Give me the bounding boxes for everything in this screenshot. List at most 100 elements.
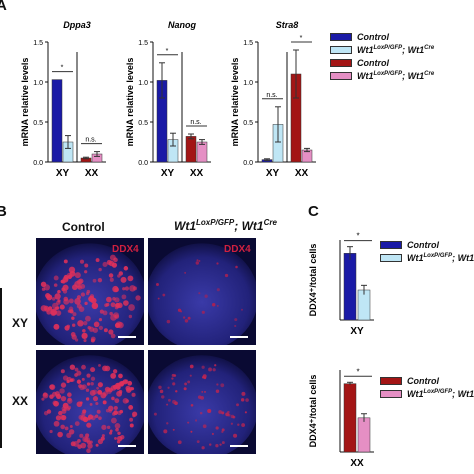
bar-chart-stra8: Stra8 mRNA relative levels 0.0 0.5 1.0 1.5 XY n… — [230, 20, 316, 179]
ddx4-spot — [224, 273, 229, 278]
legend-swatch — [380, 389, 402, 398]
ddx4-spot — [219, 443, 222, 446]
side-bracket — [0, 288, 2, 448]
ddx4-spot — [50, 310, 57, 317]
ddx4-spot — [94, 414, 99, 419]
ddx4-spot — [131, 392, 136, 397]
ddx4-spot — [40, 281, 47, 288]
x-tick-label: XY — [161, 168, 175, 179]
ddx4-spot — [190, 430, 193, 433]
ddx4-spot — [116, 390, 123, 397]
ddx4-spot — [72, 312, 77, 317]
ddx4-spot — [215, 389, 220, 393]
ddx4-spot — [122, 287, 126, 291]
bar-chart-nanog: Nanog mRNA relative levels 0.0 0.5 1.0 1.5 XY *… — [125, 20, 211, 179]
ddx4-spot — [189, 364, 194, 369]
ddx4-spot — [53, 400, 59, 407]
legend-swatch — [330, 45, 352, 54]
ddx4-spot — [159, 389, 164, 394]
y-axis-label: DDX4⁺/total cells — [308, 244, 318, 317]
ddx4-spot — [76, 379, 82, 384]
ddx4-spot — [120, 276, 127, 283]
ddx4-spot — [62, 284, 69, 291]
ddx4-spot — [184, 271, 187, 274]
ddx4-spot — [60, 424, 65, 430]
ddx4-spot — [90, 367, 96, 373]
ddx4-spot — [234, 324, 237, 328]
ddx4-spot — [109, 277, 114, 282]
ddx4-spot — [85, 433, 90, 438]
x-tick-label: XY — [56, 168, 70, 179]
legend-label: Control — [357, 31, 389, 42]
ddx4-spot — [102, 400, 107, 405]
bar — [196, 141, 208, 163]
ddx4-spot — [182, 316, 186, 319]
ddx4-spot — [66, 272, 73, 279]
ddx4-spot — [89, 294, 95, 299]
ddx4-spot — [79, 433, 84, 438]
x-tick-label: XY — [266, 168, 280, 179]
ddx4-spot — [45, 292, 51, 299]
ddx4-spot — [175, 390, 178, 393]
panel-letter-c: C — [308, 203, 319, 220]
ddx4-spot — [98, 363, 101, 367]
ddx4-spot — [132, 414, 136, 418]
ddx4-spot — [89, 402, 93, 406]
ddx4-spot — [104, 386, 111, 392]
ddx4-spot — [163, 429, 168, 434]
panel-letter-b: B — [0, 203, 7, 220]
ddx4-spot — [233, 433, 238, 438]
ddx4-spot — [172, 399, 176, 404]
x-tick-label: XX — [295, 168, 309, 179]
ddx4-spot — [123, 266, 129, 271]
bar — [51, 79, 63, 163]
ddx4-spot — [46, 409, 52, 414]
micrograph-control-xy — [36, 238, 144, 345]
ddx4-spot — [86, 422, 92, 428]
ddx4-spot — [127, 380, 133, 386]
ddx4-spot — [90, 381, 94, 386]
ddx4-spot — [41, 397, 45, 401]
ddx4-spot — [75, 338, 79, 342]
ddx4-spot — [117, 410, 122, 416]
ddx4-spot — [167, 398, 171, 402]
ddx4-spot — [60, 382, 67, 388]
ddx4-spot — [197, 395, 202, 399]
ddx4-spot — [201, 365, 205, 369]
ddx4-spot — [114, 398, 120, 404]
legend-c-xy: Control Wt1LoxP/GFP; Wt1 — [380, 238, 474, 264]
ddx4-spot — [161, 395, 165, 399]
legend-swatch — [380, 253, 402, 262]
ddx4-spot — [57, 431, 63, 438]
ddx4-spot — [173, 374, 177, 377]
ddx4-spot — [128, 314, 133, 319]
ddx4-spot — [115, 303, 120, 308]
ddx4-spot — [95, 258, 100, 263]
ddx4-spot — [93, 321, 100, 328]
legend-label: Control — [407, 375, 439, 386]
ddx4-spot — [98, 318, 103, 322]
ddx4-spot — [110, 302, 116, 308]
ddx4-spot — [118, 373, 123, 379]
ddx4-spot — [124, 379, 129, 384]
ddx4-spot — [207, 408, 212, 414]
ddx4-spot — [53, 420, 60, 427]
ddx4-spot — [116, 435, 123, 442]
significance-label: n.s. — [85, 137, 96, 144]
ddx4-spot — [90, 338, 95, 343]
ddx4-spot — [82, 409, 87, 414]
ddx4-spot — [157, 297, 160, 300]
ddx4-spot — [92, 302, 97, 307]
ddx4-spot — [123, 300, 129, 306]
ddx4-spot — [41, 287, 46, 291]
ddx4-spot — [98, 325, 104, 331]
ddx4-spot — [110, 373, 117, 379]
ddx4-spot — [54, 306, 58, 311]
ddx4-spot — [158, 385, 162, 390]
legend-label: Wt1LoxP/GFP; Wt1 — [407, 252, 474, 263]
row-label-xy: XY — [12, 316, 29, 330]
ddx4-spot — [113, 405, 118, 411]
ddx4-spot — [77, 320, 84, 327]
significance-label: * — [61, 65, 64, 72]
ddx4-spot — [215, 444, 219, 448]
